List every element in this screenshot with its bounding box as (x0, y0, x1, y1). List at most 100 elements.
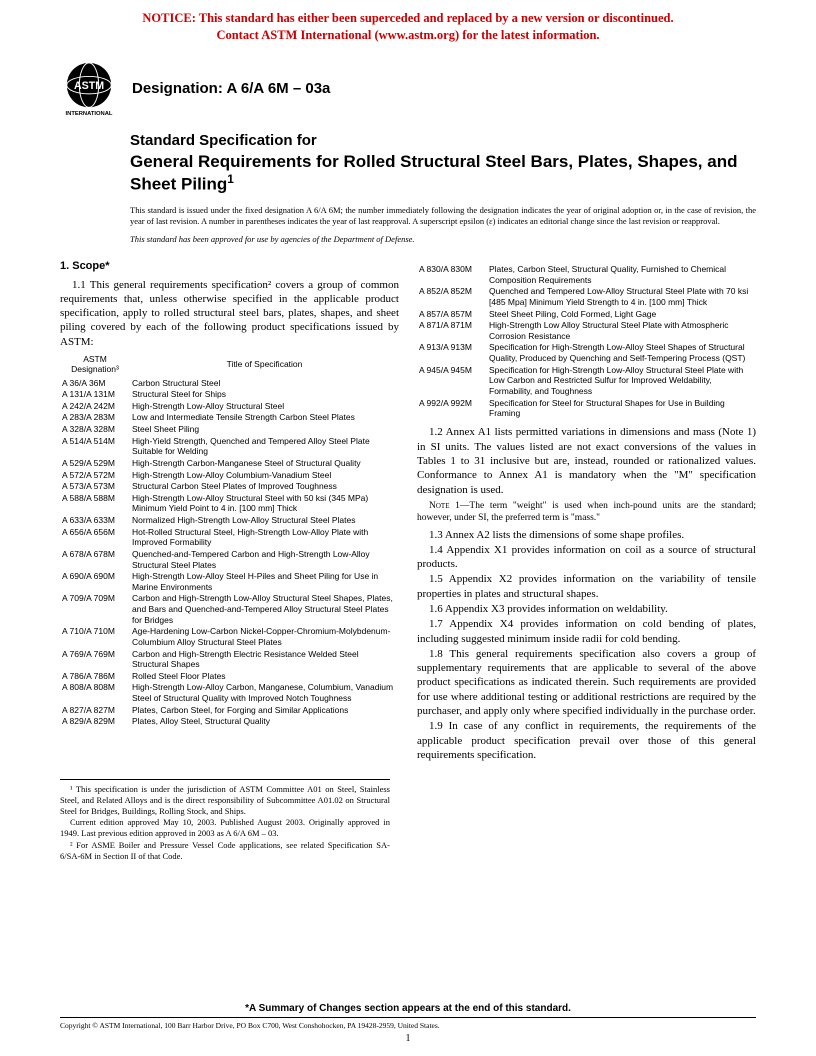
footnote-1: ¹ This specification is under the jurisd… (60, 784, 390, 817)
table-row: A 808/A 808MHigh-Strength Low-Alloy Carb… (60, 682, 399, 704)
table-row: A 945/A 945MSpecification for High-Stren… (417, 364, 756, 397)
spec-designation: A 283/A 283M (60, 412, 130, 424)
notice-line-2: Contact ASTM International (www.astm.org… (40, 27, 776, 44)
body-columns: 1. Scope* 1.1 This general requirements … (0, 244, 816, 764)
spec-designation: A 829/A 829M (60, 716, 130, 728)
spec-designation: A 857/A 857M (417, 308, 487, 320)
spec-designation: A 769/A 769M (60, 648, 130, 670)
spec-designation: A 242/A 242M (60, 400, 130, 412)
spec-title: High-Strength Low-Alloy Structural Steel… (130, 492, 399, 514)
spec-designation: A 852/A 852M (417, 286, 487, 308)
table-row: A 829/A 829MPlates, Alloy Steel, Structu… (60, 716, 399, 728)
spec-designation: A 690/A 690M (60, 571, 130, 593)
para-1-7: 1.7 Appendix X4 provides information on … (417, 617, 756, 646)
table-row: A 588/A 588MHigh-Strength Low-Alloy Stru… (60, 492, 399, 514)
spec-table-head-designation: ASTM Designation³ (60, 353, 130, 377)
spec-designation: A 514/A 514M (60, 435, 130, 457)
table-row: A 573/A 573MStructural Carbon Steel Plat… (60, 481, 399, 493)
spec-designation: A 131/A 131M (60, 389, 130, 401)
page-number: 1 (0, 1033, 816, 1044)
designation: Designation: A 6/A 6M – 03a (132, 80, 330, 97)
copyright: Copyright © ASTM International, 100 Barr… (60, 1017, 756, 1030)
spec-title: High-Yield Strength, Quenched and Temper… (130, 435, 399, 457)
spec-title: Specification for High-Strength Low-Allo… (487, 364, 756, 397)
notice-banner: NOTICE: This standard has either been su… (0, 0, 816, 48)
spec-title: Structural Carbon Steel Plates of Improv… (130, 481, 399, 493)
table-row: A 852/A 852MQuenched and Tempered Low-Al… (417, 286, 756, 308)
spec-designation: A 827/A 827M (60, 704, 130, 716)
spec-title: Structural Steel for Ships (130, 389, 399, 401)
spec-table-right: A 830/A 830MPlates, Carbon Steel, Struct… (417, 264, 756, 420)
spec-designation: A 913/A 913M (417, 342, 487, 364)
spec-title: Plates, Alloy Steel, Structural Quality (130, 716, 399, 728)
spec-designation: A 710/A 710M (60, 626, 130, 648)
svg-text:ASTM: ASTM (74, 80, 104, 92)
note-1: Note 1—The term "weight" is used when in… (417, 500, 756, 525)
title-main-text: General Requirements for Rolled Structur… (130, 152, 737, 194)
footnotes: ¹ This specification is under the jurisd… (60, 779, 390, 861)
spec-designation: A 992/A 992M (417, 397, 487, 419)
table-row: A 992/A 992MSpecification for Steel for … (417, 397, 756, 419)
summary-line: *A Summary of Changes section appears at… (0, 1003, 816, 1014)
astm-logo: ASTM INTERNATIONAL (60, 60, 118, 118)
spec-title: Rolled Steel Floor Plates (130, 670, 399, 682)
table-row: A 242/A 242MHigh-Strength Low-Alloy Stru… (60, 400, 399, 412)
para-1-9: 1.9 In case of any conflict in requireme… (417, 719, 756, 762)
spec-title: Hot-Rolled Structural Steel, High-Streng… (130, 526, 399, 548)
spec-designation: A 786/A 786M (60, 670, 130, 682)
spec-designation: A 945/A 945M (417, 364, 487, 397)
scope-heading: 1. Scope* (60, 260, 399, 272)
spec-title: High-Strength Low-Alloy Steel H-Piles an… (130, 571, 399, 593)
para-1-4: 1.4 Appendix X1 provides information on … (417, 543, 756, 572)
spec-title: Carbon and High-Strength Electric Resist… (130, 648, 399, 670)
spec-title: Specification for Steel for Structural S… (487, 397, 756, 419)
spec-title: Plates, Carbon Steel, for Forging and Si… (130, 704, 399, 716)
spec-title: Carbon and High-Strength Low-Alloy Struc… (130, 593, 399, 626)
svg-text:INTERNATIONAL: INTERNATIONAL (66, 111, 113, 117)
spec-title: Low and Intermediate Tensile Strength Ca… (130, 412, 399, 424)
table-row: A 131/A 131MStructural Steel for Ships (60, 389, 399, 401)
table-row: A 514/A 514MHigh-Yield Strength, Quenche… (60, 435, 399, 457)
table-row: A 827/A 827MPlates, Carbon Steel, for Fo… (60, 704, 399, 716)
table-row: A 690/A 690MHigh-Strength Low-Alloy Stee… (60, 571, 399, 593)
table-row: A 656/A 656MHot-Rolled Structural Steel,… (60, 526, 399, 548)
spec-title: High-Strength Low-Alloy Carbon, Manganes… (130, 682, 399, 704)
table-row: A 709/A 709MCarbon and High-Strength Low… (60, 593, 399, 626)
table-row: A 328/A 328MSteel Sheet Piling (60, 424, 399, 436)
table-row: A 529/A 529MHigh-Strength Carbon-Mangane… (60, 457, 399, 469)
title-block: Standard Specification for General Requi… (0, 118, 816, 195)
title-main: General Requirements for Rolled Structur… (130, 151, 756, 195)
table-row: A 769/A 769MCarbon and High-Strength Ele… (60, 648, 399, 670)
spec-designation: A 36/A 36M (60, 377, 130, 389)
spec-designation: A 808/A 808M (60, 682, 130, 704)
spec-designation: A 633/A 633M (60, 515, 130, 527)
spec-designation: A 588/A 588M (60, 492, 130, 514)
spec-title: Specification for High-Strength Low-Allo… (487, 342, 756, 364)
table-row: A 710/A 710MAge-Hardening Low-Carbon Nic… (60, 626, 399, 648)
spec-title: Age-Hardening Low-Carbon Nickel-Copper-C… (130, 626, 399, 648)
para-1-3: 1.3 Annex A2 lists the dimensions of som… (417, 528, 756, 542)
para-1-2: 1.2 Annex A1 lists permitted variations … (417, 425, 756, 496)
spec-designation: A 573/A 573M (60, 481, 130, 493)
table-row: A 786/A 786MRolled Steel Floor Plates (60, 670, 399, 682)
left-column: 1. Scope* 1.1 This general requirements … (60, 260, 399, 764)
note-1-text: 1—The term "weight" is used when inch-po… (417, 501, 756, 523)
spec-title: Quenched and Tempered Low-Alloy Structur… (487, 286, 756, 308)
spec-title: Quenched-and-Tempered Carbon and High-St… (130, 548, 399, 570)
spec-designation: A 656/A 656M (60, 526, 130, 548)
spec-title: High-Strength Low Alloy Structural Steel… (487, 320, 756, 342)
para-1-6: 1.6 Appendix X3 provides information on … (417, 602, 756, 616)
spec-title: Steel Sheet Piling, Cold Formed, Light G… (487, 308, 756, 320)
spec-title: High-Strength Low-Alloy Columbium-Vanadi… (130, 469, 399, 481)
table-row: A 913/A 913MSpecification for High-Stren… (417, 342, 756, 364)
spec-designation: A 871/A 871M (417, 320, 487, 342)
para-1-8: 1.8 This general requirements specificat… (417, 647, 756, 718)
header: ASTM INTERNATIONAL Designation: A 6/A 6M… (0, 48, 816, 118)
spec-table-left: ASTM Designation³ Title of Specification… (60, 353, 399, 727)
spec-title: Carbon Structural Steel (130, 377, 399, 389)
spec-designation: A 328/A 328M (60, 424, 130, 436)
table-row: A 633/A 633MNormalized High-Strength Low… (60, 515, 399, 527)
spec-title: Steel Sheet Piling (130, 424, 399, 436)
spec-title: High-Strength Carbon-Manganese Steel of … (130, 457, 399, 469)
table-row: A 857/A 857MSteel Sheet Piling, Cold For… (417, 308, 756, 320)
